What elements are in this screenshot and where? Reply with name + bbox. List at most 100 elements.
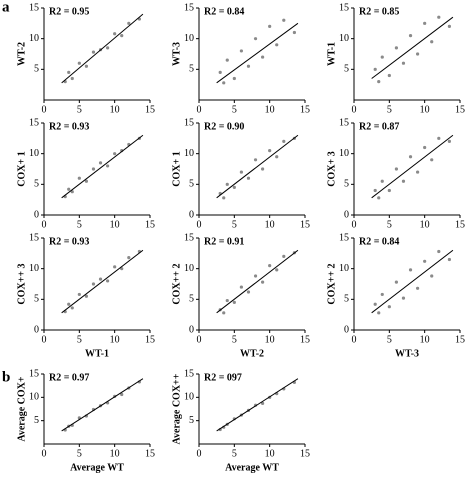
fit-line [216,134,299,199]
r2-annotation: R2 = 0.95 [49,6,89,17]
y-tick-label: 10 [184,33,194,44]
point [98,277,103,281]
x-tick-label: 15 [145,448,155,459]
point [91,50,96,54]
x-tick-label: 15 [300,334,310,345]
point [225,182,229,186]
point [98,161,103,165]
point [246,176,251,180]
point [261,280,265,284]
point [447,139,451,143]
x-tick-label: 10 [110,219,120,230]
y-axis-label: COX++ 2 [326,263,337,304]
fit-line [371,249,454,314]
point [380,55,384,59]
fit-line [371,16,454,79]
fit-line [61,378,144,432]
y-tick-label: 15 [29,2,39,13]
y-tick-label: 10 [29,392,39,403]
point [387,305,391,309]
point [232,185,236,189]
point [408,268,413,272]
point [225,58,229,62]
point [84,294,88,298]
point [225,298,229,303]
point [222,311,226,315]
x-tick-label: 5 [77,334,82,345]
point [292,30,296,35]
point [373,302,377,306]
point [387,73,391,78]
y-tick-label: 15 [184,117,194,128]
x-tick-label: 5 [77,448,82,459]
point [106,279,110,283]
point [253,37,258,41]
y-tick-label: 0 [34,324,39,335]
point [394,280,398,284]
r2-annotation: R2 = 0.84 [359,236,399,247]
y-tick-label: 5 [189,294,194,305]
point [423,259,427,263]
x-axis-label: Average WT [70,462,124,473]
y-tick-label: 10 [29,148,39,159]
point [380,292,384,297]
point [373,67,377,71]
y-tick-label: 15 [29,368,39,379]
y-tick-label: 0 [189,324,194,335]
fit-line [61,134,144,199]
point [394,46,398,50]
x-tick-label: 10 [265,104,275,115]
x-tick-label: 0 [42,448,47,459]
point [246,64,251,68]
r2-annotation: R2 = 0.85 [359,6,399,17]
point [67,302,71,306]
x-tick-label: 15 [455,104,465,115]
point [127,256,131,260]
point [261,55,265,59]
point [373,188,377,193]
point [113,265,117,269]
point [253,158,258,162]
point [387,188,391,193]
y-tick-label: 5 [34,415,39,426]
point [232,76,236,81]
point [84,64,88,68]
x-tick-label: 10 [420,334,430,345]
point [222,196,226,200]
x-tick-label: 5 [387,219,392,230]
point [67,187,71,191]
y-tick-label: 10 [339,263,349,274]
point [106,164,110,168]
point [67,70,71,74]
y-tick-label: 0 [189,209,194,220]
y-tick-label: 5 [344,64,349,75]
y-tick-label: 0 [344,209,349,220]
point [77,61,81,65]
point [282,18,286,22]
point [275,155,279,159]
y-axis-label: COX+ 1 [171,151,182,186]
x-tick-label: 0 [352,334,357,345]
point [239,49,243,53]
point [91,167,96,171]
y-tick-label: 15 [184,232,194,243]
y-tick-label: 10 [29,33,39,44]
point [70,76,74,81]
y-tick-label: 15 [184,2,194,13]
y-tick-label: 15 [29,117,39,128]
point [91,282,96,286]
x-tick-label: 15 [455,334,465,345]
y-tick-label: 5 [34,179,39,190]
x-tick-label: 5 [232,104,237,115]
point [268,24,272,28]
x-tick-label: 15 [145,334,155,345]
r2-annotation: R2 = 0.97 [49,372,89,383]
point [261,401,265,405]
point [377,311,381,315]
point [113,152,117,156]
point [423,21,427,25]
panel-label: a [2,0,10,15]
point [113,32,117,36]
x-tick-label: 10 [265,448,275,459]
